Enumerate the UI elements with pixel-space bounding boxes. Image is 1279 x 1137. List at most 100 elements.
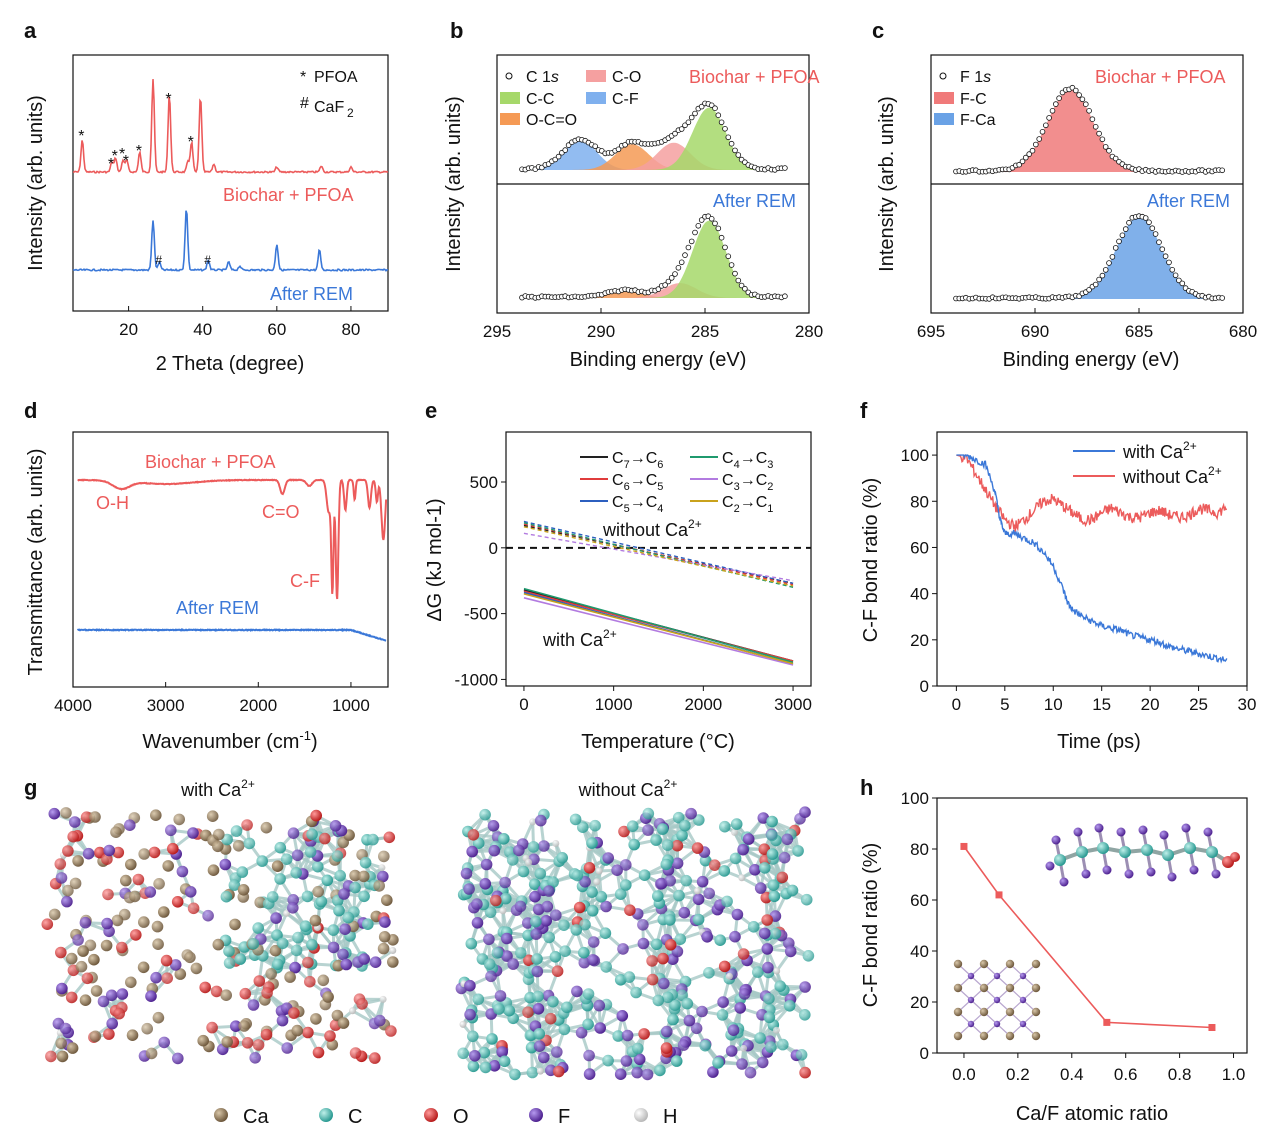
xps-data-point — [1056, 95, 1062, 101]
with-ca-line — [523, 593, 794, 665]
legend-label-e: C4→C3 — [722, 450, 773, 471]
atom-f — [602, 852, 614, 864]
atom-ca — [358, 870, 370, 883]
atom-f — [496, 1046, 509, 1058]
atom-ca — [151, 920, 164, 933]
atom-h — [772, 1026, 780, 1034]
atom-ca — [138, 848, 150, 860]
atom-f — [471, 917, 484, 929]
atom-f — [281, 1042, 294, 1054]
atom-c — [752, 966, 764, 978]
atom-c — [650, 834, 662, 846]
atom-h — [529, 818, 537, 826]
atom-c — [586, 886, 598, 898]
xps-data-point — [728, 140, 735, 147]
atom-f — [339, 923, 351, 935]
atom-f — [631, 1066, 643, 1079]
xps-peak-f-ca — [955, 216, 1223, 299]
legend-pfoa-label: PFOA — [314, 69, 358, 86]
atom-h — [459, 1020, 467, 1028]
xps-peak-c-o — [521, 142, 789, 170]
atom-o — [210, 985, 223, 998]
atom-f — [101, 917, 113, 930]
f-atom — [1203, 827, 1213, 837]
atom-o — [113, 1007, 125, 1020]
atom-o — [206, 1021, 218, 1034]
atom-ca — [66, 1042, 79, 1054]
xps-data-point — [735, 152, 742, 158]
atom-f — [587, 936, 600, 948]
atom-c — [306, 828, 318, 841]
atom-f — [469, 1050, 481, 1062]
f-atom — [1189, 865, 1199, 875]
atom-c — [312, 860, 324, 873]
atom-ca — [89, 811, 101, 823]
atom-ca — [56, 1050, 69, 1063]
atom-c — [280, 853, 293, 865]
atom-f — [219, 858, 232, 871]
atom-c — [652, 890, 664, 902]
atom-o — [116, 941, 128, 954]
atom-f — [144, 886, 157, 898]
atom-o — [55, 946, 67, 959]
x-axis-title-h: Ca/F atomic ratio — [1016, 1103, 1168, 1125]
label-biochar-pfoa-d: Biochar + PFOA — [145, 452, 276, 472]
atom-o — [80, 811, 93, 823]
atom-c — [792, 845, 804, 857]
atom-c — [676, 989, 688, 1002]
x-axis-title-b: Binding energy (eV) — [570, 349, 747, 371]
data-markers-h — [960, 842, 1216, 1031]
atom-o — [241, 1037, 254, 1049]
atom-f — [487, 820, 500, 832]
xps-data-point — [1126, 219, 1132, 226]
y-tick-label-h: 80 — [910, 840, 929, 859]
panel-label-g: g — [24, 775, 37, 800]
atom-f — [538, 840, 550, 852]
atom-c — [266, 891, 279, 903]
atom-o — [132, 873, 145, 886]
atom-c — [220, 890, 233, 903]
atom-c — [358, 890, 370, 903]
y-tick-label-h: 20 — [910, 993, 929, 1012]
atom-f — [464, 979, 476, 992]
atom-o — [288, 1007, 300, 1019]
atom-c — [292, 931, 304, 944]
f-atom — [1159, 830, 1169, 840]
atom-c — [478, 1046, 491, 1059]
atom-f — [247, 999, 260, 1011]
atom-c — [595, 890, 608, 903]
atom-c — [650, 938, 663, 951]
atom-c — [571, 869, 584, 882]
ca-atom — [953, 959, 963, 969]
xps-data-point — [1016, 161, 1022, 168]
atom-c — [586, 905, 599, 917]
panel-b: b 295 290 285 280 C 1s C-C O-C=O C-O C-F Bi… — [443, 18, 823, 371]
atom-f — [187, 827, 199, 839]
x-axis-title-f: Time (ps) — [1057, 731, 1141, 753]
atom-ca — [152, 1011, 165, 1024]
atom-c — [223, 945, 235, 957]
pfoa-peak-marker: * — [188, 134, 194, 151]
xps-data-point — [1166, 259, 1172, 266]
atom-f — [583, 1068, 596, 1080]
atom-c — [230, 825, 243, 837]
atom-c — [359, 856, 372, 869]
y-tick-label-h: 100 — [901, 789, 929, 808]
atom-f — [692, 893, 705, 906]
y-axis-title-h: C-F bond ratio (%) — [860, 843, 882, 1008]
xps-data-point — [655, 286, 662, 292]
ca-atom — [979, 959, 989, 969]
legend-label-e: C2→C1 — [722, 494, 773, 515]
ca-atom — [1031, 959, 1041, 969]
panel-d: d 4000 3000 2000 1000 Biochar + PFOA O-H C=… — [24, 398, 389, 753]
atom-ca — [145, 1047, 158, 1060]
atom-c — [561, 1001, 573, 1014]
atom-f — [620, 1055, 633, 1067]
xps-data-point — [1033, 141, 1039, 148]
panel-c: c 695 690 685 680 F 1s F-C F-Ca Biochar + P… — [872, 18, 1257, 371]
panel-label-f: f — [860, 398, 868, 423]
atom-f — [479, 878, 492, 890]
atom-c — [531, 953, 543, 965]
atom-f — [358, 953, 371, 965]
atom-legend-label-o: O — [453, 1106, 469, 1128]
